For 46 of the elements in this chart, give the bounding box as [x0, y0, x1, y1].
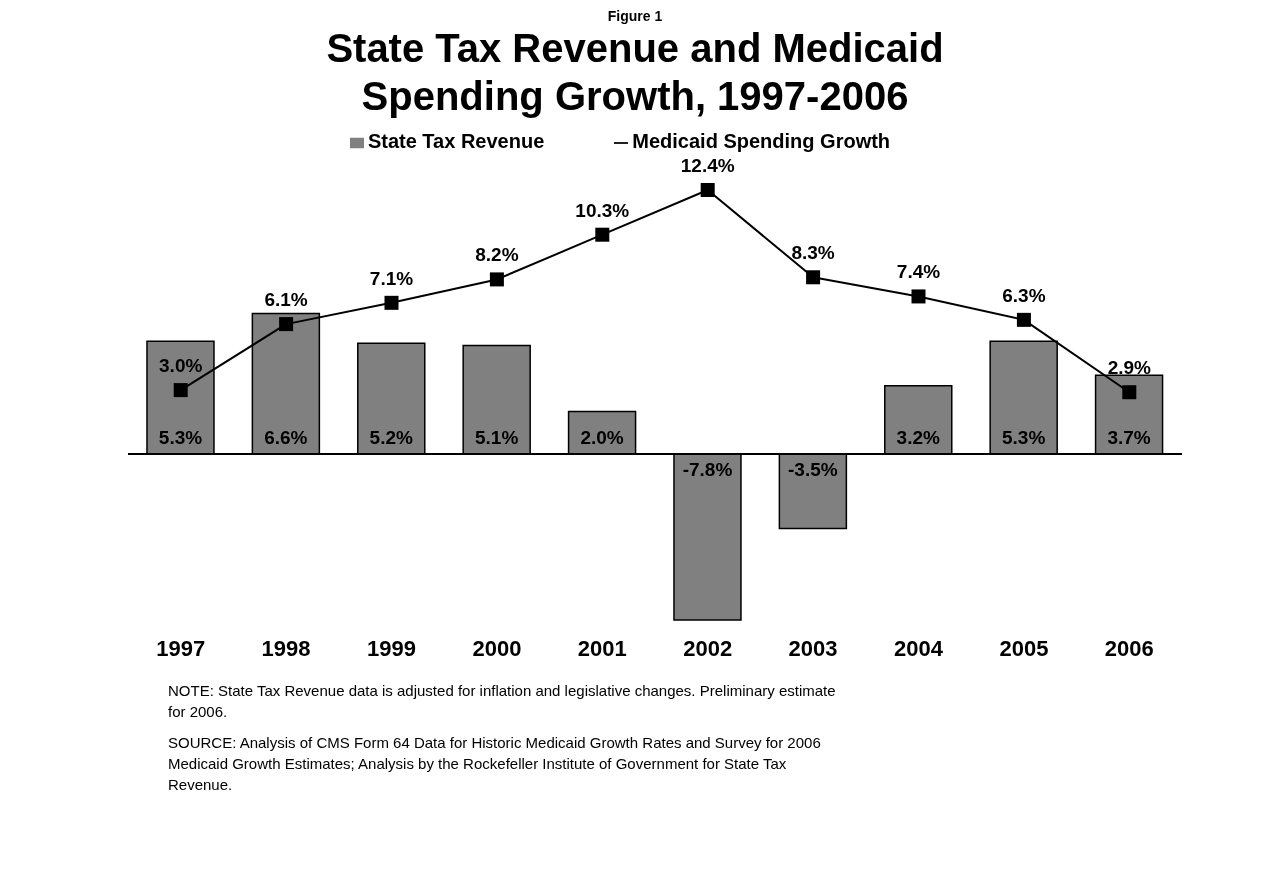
data-label: 8.2%	[475, 244, 519, 266]
x-tick-label: 2001	[577, 635, 627, 661]
data-label: 6.6%	[264, 426, 308, 448]
point	[1122, 385, 1137, 400]
chart-title: State Tax Revenue and Medicaid Spending Growth, 1997-2006	[325, 25, 945, 120]
data-label: -3.5%	[788, 458, 838, 480]
data-label: 5.3%	[158, 426, 203, 448]
legend-label: State Tax Revenue	[367, 130, 545, 152]
point	[806, 270, 821, 285]
text: NOTE: State Tax Revenue data is adjusted for inflation and legislative changes. Preliminary estimate for 2006.	[168, 681, 837, 722]
data-label: 3.7%	[1107, 426, 1151, 448]
point	[173, 383, 188, 398]
point	[279, 317, 294, 332]
x-tick-label: 2004	[894, 635, 944, 661]
x-tick-label: 2006	[1104, 635, 1154, 661]
data-label: 12.4%	[680, 155, 735, 176]
data-label: 5.1%	[475, 426, 519, 448]
data-label: 3.0%	[159, 355, 203, 377]
point	[1016, 312, 1031, 327]
x-tick-label: 2005	[999, 635, 1049, 661]
data-label: 10.3%	[575, 199, 630, 221]
x-tick-label: 1997	[156, 635, 206, 661]
data-label: 5.2%	[369, 426, 414, 448]
data-label: 7.4%	[896, 261, 941, 283]
point	[595, 227, 610, 242]
data-label: 8.3%	[791, 242, 835, 264]
data-label: 6.1%	[264, 289, 308, 311]
x-tick-label: 2000	[472, 635, 522, 661]
data-label: 2.9%	[1107, 357, 1152, 379]
legend-label: Medicaid Spending Growth	[632, 130, 891, 152]
point	[911, 289, 926, 304]
data-label: 6.3%	[1002, 284, 1046, 306]
data-label: 5.3%	[1002, 426, 1046, 448]
x-tick-label: 2002	[683, 635, 733, 661]
point	[700, 183, 715, 197]
point	[489, 272, 504, 287]
data-label: 3.2%	[896, 426, 941, 448]
caption: Figure 1	[606, 8, 664, 24]
x-tick-label: 1999	[367, 635, 416, 661]
x-tick-label: 2003	[788, 635, 838, 661]
data-label: -7.8%	[682, 458, 733, 480]
source-note: SOURCE: Analysis of CMS Form 64 Data for Historic Medicaid Growth Rates and Survey for 2006 Medicaid Growth Estimates; Analysis by the Rockefeller Institute of Government for State Tax Revenue.	[168, 733, 822, 795]
x-tick-label: 1998	[261, 635, 311, 661]
point	[384, 295, 399, 310]
data-label: 7.1%	[369, 267, 414, 289]
data-label: 2.0%	[580, 426, 624, 448]
